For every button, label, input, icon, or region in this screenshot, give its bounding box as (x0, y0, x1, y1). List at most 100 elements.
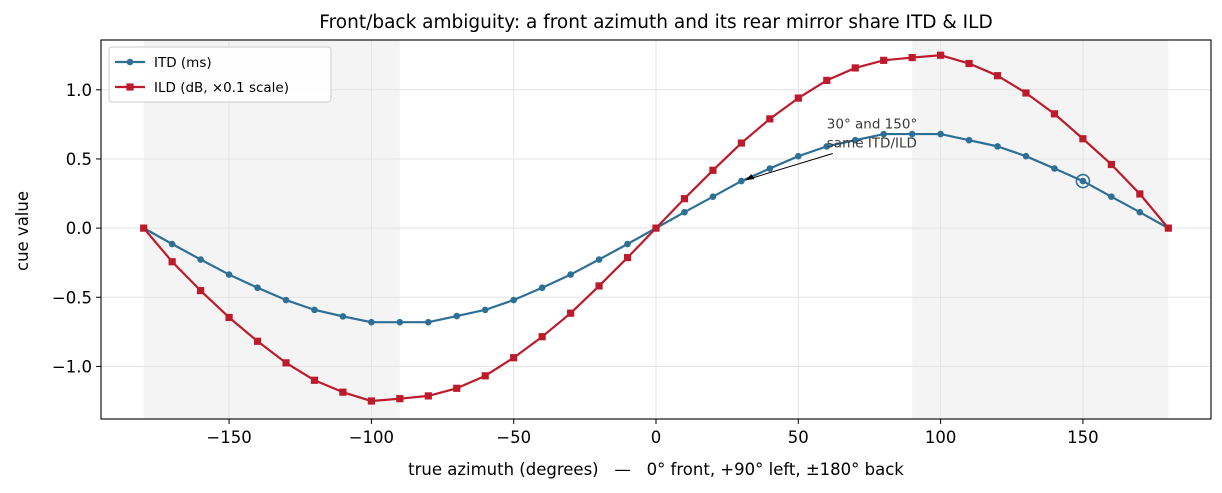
data-point (680, 195, 689, 203)
x-tick-label: 150 (1067, 428, 1099, 447)
data-point (1022, 89, 1030, 97)
data-point (567, 309, 575, 317)
data-point (1079, 135, 1087, 143)
data-point (253, 337, 262, 345)
data-point (481, 372, 489, 380)
data-point (425, 318, 432, 326)
data-point (339, 388, 347, 396)
data-point (1164, 224, 1172, 232)
data-point (282, 359, 290, 367)
annotation-arrowhead (745, 174, 755, 181)
data-point (623, 253, 632, 262)
data-point (510, 354, 518, 362)
legend-box (108, 46, 332, 103)
data-point (994, 143, 1001, 150)
data-point (481, 306, 489, 314)
data-point (738, 177, 745, 185)
data-point (851, 64, 859, 72)
data-point (993, 72, 1002, 80)
series-ild (140, 51, 1172, 405)
data-point (794, 94, 802, 102)
data-point (965, 59, 973, 68)
x-tick-label: −100 (349, 428, 394, 447)
data-point (367, 397, 375, 405)
data-point (652, 224, 660, 232)
data-point (937, 51, 945, 59)
series-itd (140, 130, 1172, 326)
data-point (538, 333, 546, 341)
data-point (538, 284, 546, 292)
y-axis-ticks: −1.0 −0.5 0.0 0.5 1.0 (52, 81, 101, 376)
x-tick-label: 0 (651, 428, 662, 447)
data-point (795, 152, 802, 160)
chart-title: Front/back ambiguity: a front azimuth an… (319, 12, 992, 33)
data-point (823, 76, 831, 84)
data-point (453, 384, 461, 392)
y-tick-label: 0.5 (66, 150, 92, 169)
x-axis-ticks: −150 −100 −50 0 50 100 150 (206, 419, 1099, 447)
data-point (225, 313, 233, 322)
shaded-region (912, 40, 1169, 419)
x-tick-label: 50 (788, 428, 809, 447)
y-tick-label: −0.5 (52, 288, 92, 307)
data-point (965, 136, 973, 144)
data-point (197, 256, 204, 263)
data-point (937, 130, 944, 138)
y-axis-label: cue value (13, 191, 32, 271)
data-point (709, 193, 717, 201)
highlight-ring (1075, 173, 1091, 189)
data-point (339, 313, 347, 320)
data-point (1107, 160, 1115, 169)
data-point (396, 395, 404, 403)
data-point (1136, 190, 1144, 198)
data-point (823, 143, 831, 150)
annotation-text: same ITD/ILD (827, 136, 917, 152)
data-point (766, 165, 774, 172)
y-tick-label: −1.0 (52, 357, 92, 376)
data-point (168, 240, 176, 248)
data-point (225, 271, 233, 278)
legend-marker (126, 58, 134, 66)
data-point (310, 376, 319, 384)
annotation: 30° and 150° same ITD/ILD (745, 117, 1091, 189)
data-point (510, 296, 517, 304)
data-point (368, 318, 375, 326)
data-point (282, 296, 290, 304)
data-point (1079, 177, 1087, 185)
data-point (624, 240, 631, 248)
data-point (1136, 208, 1144, 216)
annotation-text: 30° and 150° (827, 117, 917, 133)
data-point (1022, 152, 1030, 160)
data-point (766, 115, 774, 123)
data-point (254, 284, 261, 292)
data-point (424, 392, 432, 400)
series-layer (140, 51, 1172, 405)
data-point (851, 136, 859, 144)
y-tick-label: 0.0 (66, 219, 92, 238)
data-point (595, 282, 603, 290)
data-point (396, 318, 404, 326)
data-point (681, 208, 688, 216)
legend-entry: ITD (ms) (115, 55, 212, 71)
x-tick-label: −50 (496, 428, 531, 447)
data-point (595, 256, 603, 263)
data-point (311, 306, 318, 314)
x-tick-label: 100 (925, 428, 957, 447)
annotation-arrow (745, 153, 833, 181)
data-point (567, 271, 574, 278)
data-point (908, 53, 916, 62)
data-point (197, 287, 205, 295)
data-point (1108, 193, 1115, 201)
data-point (168, 258, 176, 266)
x-axis-label: true azimuth (degrees) — 0° front, +90° … (408, 460, 904, 479)
data-point (140, 224, 148, 232)
data-point (709, 166, 717, 174)
data-point (908, 130, 916, 138)
legend-marker (126, 83, 134, 91)
x-tick-label: −150 (206, 428, 251, 447)
data-point (1051, 165, 1058, 172)
data-point (737, 139, 745, 147)
legend-entry: ILD (dB, ×0.1 scale) (115, 80, 289, 96)
data-point (453, 312, 461, 320)
